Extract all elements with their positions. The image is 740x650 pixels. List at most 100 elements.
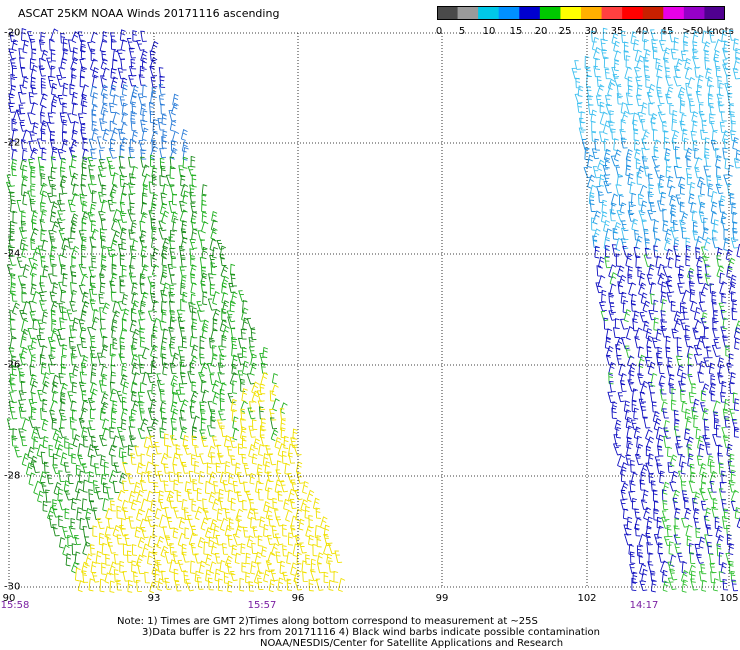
colorbar-frame <box>437 6 725 20</box>
wind-barb <box>200 517 209 531</box>
wind-barb <box>9 391 18 404</box>
wind-barb <box>267 551 275 565</box>
wind-barb <box>595 95 603 107</box>
wind-barb <box>56 218 65 230</box>
wind-barb <box>49 211 56 223</box>
wind-barb <box>172 130 180 143</box>
wind-barb <box>669 481 678 492</box>
wind-barb <box>613 434 621 447</box>
wind-barb <box>102 93 108 105</box>
wind-barb <box>248 346 257 359</box>
wind-barb <box>110 371 116 384</box>
wind-barb <box>37 156 45 169</box>
wind-barb <box>216 508 223 522</box>
wind-barb <box>79 75 85 88</box>
wind-barb <box>151 334 157 348</box>
wind-barb <box>620 499 628 511</box>
wind-barb <box>207 298 216 311</box>
wind-barb <box>156 373 165 386</box>
wind-barb <box>149 145 159 160</box>
wind-barb <box>613 59 620 72</box>
wind-barb <box>130 381 137 394</box>
wind-barb <box>70 497 77 511</box>
wind-barb <box>38 291 47 302</box>
wind-barb <box>232 428 240 441</box>
wind-barb <box>109 427 115 439</box>
wind-barb <box>211 379 220 394</box>
wind-barb <box>241 388 248 402</box>
wind-barb <box>131 101 138 115</box>
wind-barb <box>271 372 279 385</box>
wind-barb <box>28 399 37 411</box>
wind-barb <box>731 307 737 321</box>
colorbar-swatch <box>683 6 705 20</box>
wind-barb <box>308 534 314 546</box>
lon-label-105: 105 <box>719 593 739 604</box>
wind-barb <box>161 353 167 366</box>
wind-barb <box>52 263 58 277</box>
wind-barb <box>670 48 678 60</box>
wind-barb <box>78 470 85 483</box>
wind-barb <box>689 288 696 303</box>
wind-barb <box>224 460 231 474</box>
wind-barb <box>230 497 236 511</box>
lon-label-93: 93 <box>147 593 161 604</box>
wind-barb <box>630 551 636 564</box>
wind-barb <box>608 292 614 304</box>
wind-barb <box>139 65 145 78</box>
wind-barb <box>11 302 20 315</box>
wind-barb <box>596 84 605 97</box>
wind-barb <box>662 220 669 233</box>
wind-barb <box>189 362 195 376</box>
wind-barb <box>634 523 641 537</box>
wind-barb <box>120 58 127 71</box>
wind-barb <box>147 310 156 322</box>
wind-barb <box>199 335 205 350</box>
wind-barb <box>90 31 98 44</box>
wind-barb <box>19 371 25 383</box>
wind-barb <box>576 102 584 113</box>
wind-barb <box>237 370 246 383</box>
wind-barb <box>334 550 343 564</box>
wind-barb <box>71 561 79 574</box>
wind-barb <box>74 551 81 565</box>
wind-barb <box>48 363 55 375</box>
wind-barb <box>685 255 691 267</box>
wind-barb <box>20 436 28 447</box>
wind-barb <box>196 301 205 313</box>
wind-barb <box>20 380 27 394</box>
wind-barb <box>302 571 308 583</box>
wind-barb <box>727 460 735 473</box>
wind-barb <box>270 429 279 442</box>
wind-barb <box>650 29 658 41</box>
wind-barb <box>118 353 127 365</box>
wind-barb <box>685 244 691 258</box>
wind-barb <box>661 298 668 313</box>
wind-barb <box>631 497 637 510</box>
wind-barb <box>316 535 322 548</box>
wind-barb <box>230 327 238 341</box>
wind-barb <box>713 310 719 322</box>
wind-barb <box>157 118 165 131</box>
wind-barb <box>690 570 696 583</box>
wind-barb <box>95 550 102 565</box>
wind-barb <box>700 500 708 511</box>
wind-barb <box>51 417 57 430</box>
wind-barb <box>16 257 25 269</box>
wind-barb <box>152 300 159 313</box>
wind-barb <box>101 542 108 556</box>
wind-barb <box>19 84 27 95</box>
wind-barb <box>220 265 229 278</box>
wind-barb <box>717 101 725 113</box>
wind-barb <box>140 471 147 483</box>
wind-barb <box>90 561 97 574</box>
wind-barb <box>296 552 302 565</box>
wind-barb <box>627 379 637 392</box>
wind-barb <box>91 572 100 583</box>
wind-barb <box>27 345 36 357</box>
wind-barb <box>22 263 30 278</box>
wind-barb <box>226 446 234 457</box>
wind-barb <box>283 435 289 450</box>
wind-barb <box>64 490 73 501</box>
wind-barb <box>257 577 264 590</box>
